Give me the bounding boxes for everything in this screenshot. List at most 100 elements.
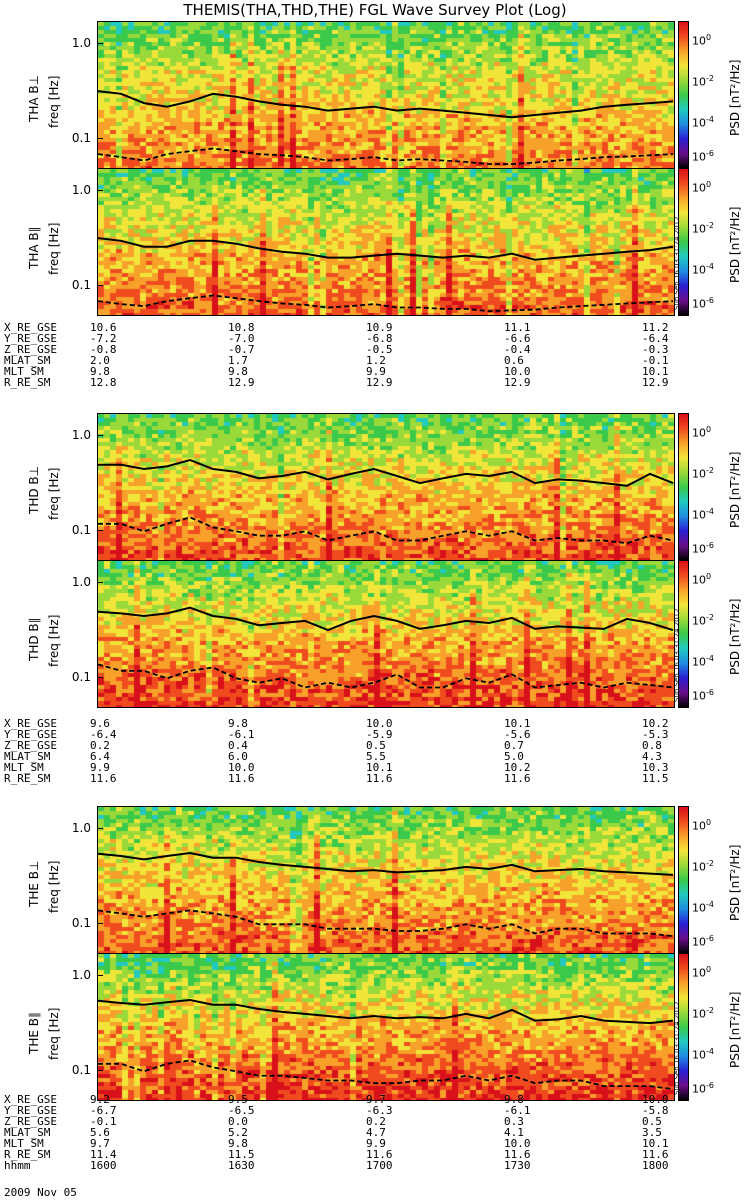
ephemeris-name: hhmm	[4, 1159, 31, 1172]
colorbar-tick-label: 10-6	[692, 148, 714, 164]
spectrogram-panel-the-bpar	[97, 953, 675, 1101]
ephemeris-row-z-re-gse: Z_RE_GSE 0.2 0.4 0.5 0.7 0.8	[4, 740, 704, 751]
panel-component-label: THA B∥	[27, 226, 41, 269]
ephemeris-name: MLT_SM	[4, 1137, 44, 1150]
colorbar-tick-label: 10-6	[692, 933, 714, 949]
ephemeris-row-z-re-gse: Z_RE_GSE -0.8 -0.7 -0.5 -0.4 -0.3	[4, 344, 704, 355]
colorbar-tick-label: 10-6	[692, 295, 714, 311]
ephemeris-value: 10.1	[504, 717, 531, 730]
timestamp-stamp: Sun Sep 16 03:31:24 2012	[673, 1001, 681, 1095]
ytick-label: 0.1	[71, 670, 91, 685]
panel-component-label: THD B∥	[27, 617, 41, 661]
frequency-traces	[98, 851, 674, 938]
ephemeris-value: -0.4	[504, 343, 531, 356]
ephemeris-name: X_RE_GSE	[4, 1093, 57, 1106]
ephemeris-value: -5.3	[642, 728, 669, 741]
ephemeris-value: 0.6	[504, 354, 524, 367]
ephemeris-value: 10.0	[504, 365, 531, 378]
ephemeris-name: X_RE_GSE	[4, 321, 57, 334]
freq-axis-label: freq [Hz]	[47, 467, 61, 520]
frequency-traces	[98, 606, 674, 689]
colorbar-tick-label: 100	[692, 572, 712, 588]
ephemeris-value: 5.6	[90, 1126, 110, 1139]
spectrogram-panel-the-bperp	[97, 806, 675, 954]
colorbar-label: PSD [nT²/Hz]	[728, 598, 742, 675]
ephemeris-value: 0.4	[228, 739, 248, 752]
dashed-frequency-line	[98, 663, 674, 689]
colorbar-tick-label: 10-4	[692, 262, 714, 277]
ytick-label: 0.1	[71, 916, 91, 931]
ephemeris-row-r-re-sm: R_RE_SM 11.4 11.5 11.6 11.6 11.6	[4, 1149, 704, 1160]
ephemeris-value: -0.7	[228, 343, 255, 356]
colorbar-label: PSD [nT²/Hz]	[728, 59, 742, 136]
ephemeris-value: 11.6	[642, 1148, 669, 1161]
solid-frequency-line	[98, 237, 674, 261]
ephemeris-value: -6.8	[366, 332, 393, 345]
ytick-mark	[97, 1070, 103, 1072]
ytick-label: 1.0	[71, 182, 91, 197]
freq-axis-label: freq [Hz]	[47, 75, 61, 128]
colorbar-tick-label: 10-2	[692, 613, 714, 628]
ephemeris-value: 12.8	[90, 376, 117, 389]
ephemeris-value: 10.0	[366, 717, 393, 730]
ephemeris-row-mlt-sm: MLT_SM 9.9 10.0 10.1 10.2 10.3	[4, 762, 704, 773]
colorbar	[678, 21, 689, 169]
psd-heatmap	[98, 561, 674, 707]
ephemeris-value: -0.5	[366, 343, 393, 356]
ephemeris-value: 1700	[366, 1159, 393, 1172]
ephemeris-value: 11.5	[642, 772, 669, 785]
ephemeris-value: -5.6	[504, 728, 531, 741]
ephemeris-row-y-re-gse: Y_RE_GSE -6.7 -6.5 -6.3 -6.1 -5.8	[4, 1105, 704, 1116]
ephemeris-value: 6.4	[90, 750, 110, 763]
ephemeris-name: R_RE_SM	[4, 1148, 51, 1161]
ephemeris-value: 10.6	[90, 321, 117, 334]
ephemeris-value: 11.6	[366, 1148, 393, 1161]
ytick-label: 1.0	[71, 820, 91, 835]
dashed-frequency-line	[98, 516, 674, 545]
ephemeris-value: 10.0	[228, 761, 255, 774]
ephemeris-row-mlat-sm: MLAT_SM 2.0 1.7 1.2 0.6 -0.1	[4, 355, 704, 366]
ephemeris-value: 10.1	[366, 761, 393, 774]
ephemeris-name: MLAT_SM	[4, 750, 51, 763]
ephemeris-row-r-re-sm: R_RE_SM 12.8 12.9 12.9 12.9 12.9	[4, 377, 704, 388]
ephemeris-value: 9.8	[504, 1093, 524, 1106]
ephemeris-value: 10.9	[366, 321, 393, 334]
ephemeris-row-mlt-sm: MLT_SM 9.8 9.8 9.9 10.0 10.1	[4, 366, 704, 377]
colorbar-tick-label: 10-2	[692, 74, 714, 89]
ephemeris-value: 11.6	[504, 772, 531, 785]
ephemeris-value: 1800	[642, 1159, 669, 1172]
ytick-label: 0.1	[71, 1063, 91, 1078]
colorbar-tick-label: 10-6	[692, 687, 714, 703]
ephemeris-value: 11.6	[228, 772, 255, 785]
freq-axis-label: freq [Hz]	[47, 1007, 61, 1060]
ytick-mark	[97, 285, 103, 287]
colorbar-label: PSD [nT²/Hz]	[728, 206, 742, 283]
ephemeris-value: 12.9	[228, 376, 255, 389]
spectrogram-panel-tha-bperp	[97, 21, 675, 169]
ephemeris-value: -0.1	[90, 1115, 117, 1128]
ephemeris-value: -5.9	[366, 728, 393, 741]
ephemeris-value: -6.5	[228, 1104, 255, 1117]
colorbar-tick-label: 10-2	[692, 859, 714, 874]
ytick-mark	[97, 923, 103, 925]
ytick-label: 1.0	[71, 35, 91, 50]
ephemeris-value: 0.3	[504, 1115, 524, 1128]
ephemeris-value: -6.4	[642, 332, 669, 345]
ytick-mark	[97, 434, 103, 436]
colorbar-tick-label: 10-4	[692, 115, 714, 130]
ephemeris-row-mlt-sm: MLT_SM 9.7 9.8 9.9 10.0 10.1	[4, 1138, 704, 1149]
spectrogram-panel-thd-bpar	[97, 560, 675, 708]
ephemeris-value: 0.2	[90, 739, 110, 752]
freq-axis-label: freq [Hz]	[47, 860, 61, 913]
ytick-label: 1.0	[71, 967, 91, 982]
ephemeris-value: 1.7	[228, 354, 248, 367]
colorbar	[678, 413, 689, 561]
ephemeris-value: 11.5	[228, 1148, 255, 1161]
colorbar-label: PSD [nT²/Hz]	[728, 451, 742, 528]
spectrogram-panel-thd-bperp	[97, 413, 675, 561]
frequency-traces	[98, 458, 674, 545]
date-label: 2009 Nov 05	[4, 1186, 77, 1199]
freq-axis-label: freq [Hz]	[47, 614, 61, 667]
ytick-label: 0.1	[71, 131, 91, 146]
colorbar	[678, 953, 689, 1101]
